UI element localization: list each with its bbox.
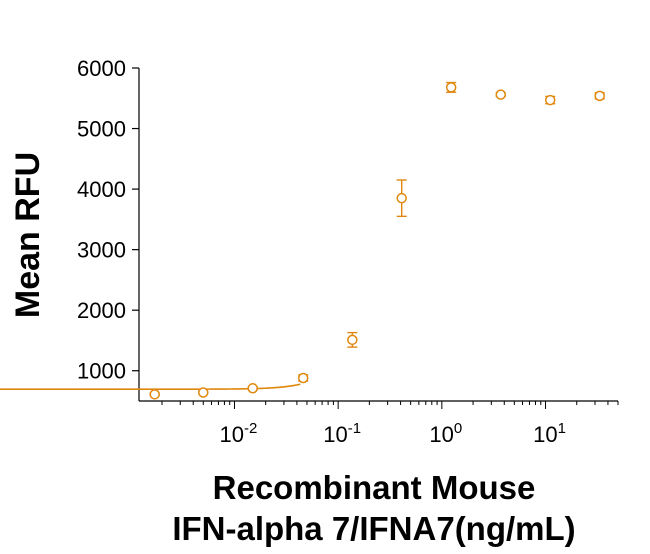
data-point	[445, 81, 457, 93]
data-marker	[495, 89, 507, 100]
x-tick-label: 10-2	[220, 420, 258, 447]
data-point	[297, 372, 309, 384]
data-marker	[396, 192, 407, 204]
x-tick-label: 100	[429, 420, 462, 447]
y-axis: 1000 2000 3000 4000 5000 6000	[77, 56, 140, 401]
data-point	[544, 94, 556, 106]
y-tick-label: 4000	[77, 177, 126, 202]
data-point	[149, 389, 160, 400]
data-marker	[347, 334, 358, 346]
x-tick-label: 10-1	[323, 420, 361, 447]
data-marker	[594, 90, 605, 102]
y-tick-label: 2000	[77, 298, 126, 323]
data-point	[396, 179, 407, 218]
y-tick-label: 1000	[77, 359, 126, 384]
data-marker	[445, 82, 457, 93]
data-point	[198, 387, 209, 398]
x-tick-label: 101	[533, 420, 566, 447]
data-marker	[198, 387, 209, 398]
y-tick-label: 6000	[77, 56, 126, 81]
data-marker	[297, 372, 309, 384]
y-ticks: 1000 2000 3000 4000 5000 6000	[77, 56, 139, 384]
data-points	[149, 81, 605, 400]
data-marker	[149, 389, 160, 400]
x-axis-title-line-1: Recombinant Mouse	[213, 469, 536, 506]
data-marker	[544, 94, 556, 106]
y-tick-label: 5000	[77, 117, 126, 142]
fit-curve	[0, 383, 301, 390]
data-point	[347, 331, 358, 348]
data-point	[247, 383, 258, 394]
x-axis-title-line-2: IFN-alpha 7/IFNA7(ng/mL)	[172, 510, 575, 547]
y-tick-label: 3000	[77, 238, 126, 263]
y-axis-title: Mean RFU	[9, 152, 47, 318]
data-point	[495, 89, 507, 100]
data-point	[594, 90, 605, 102]
x-ticks: 10-2 10-1 100 101	[161, 401, 619, 447]
x-axis: 10-2 10-1 100 101	[139, 400, 619, 447]
data-marker	[247, 383, 258, 394]
